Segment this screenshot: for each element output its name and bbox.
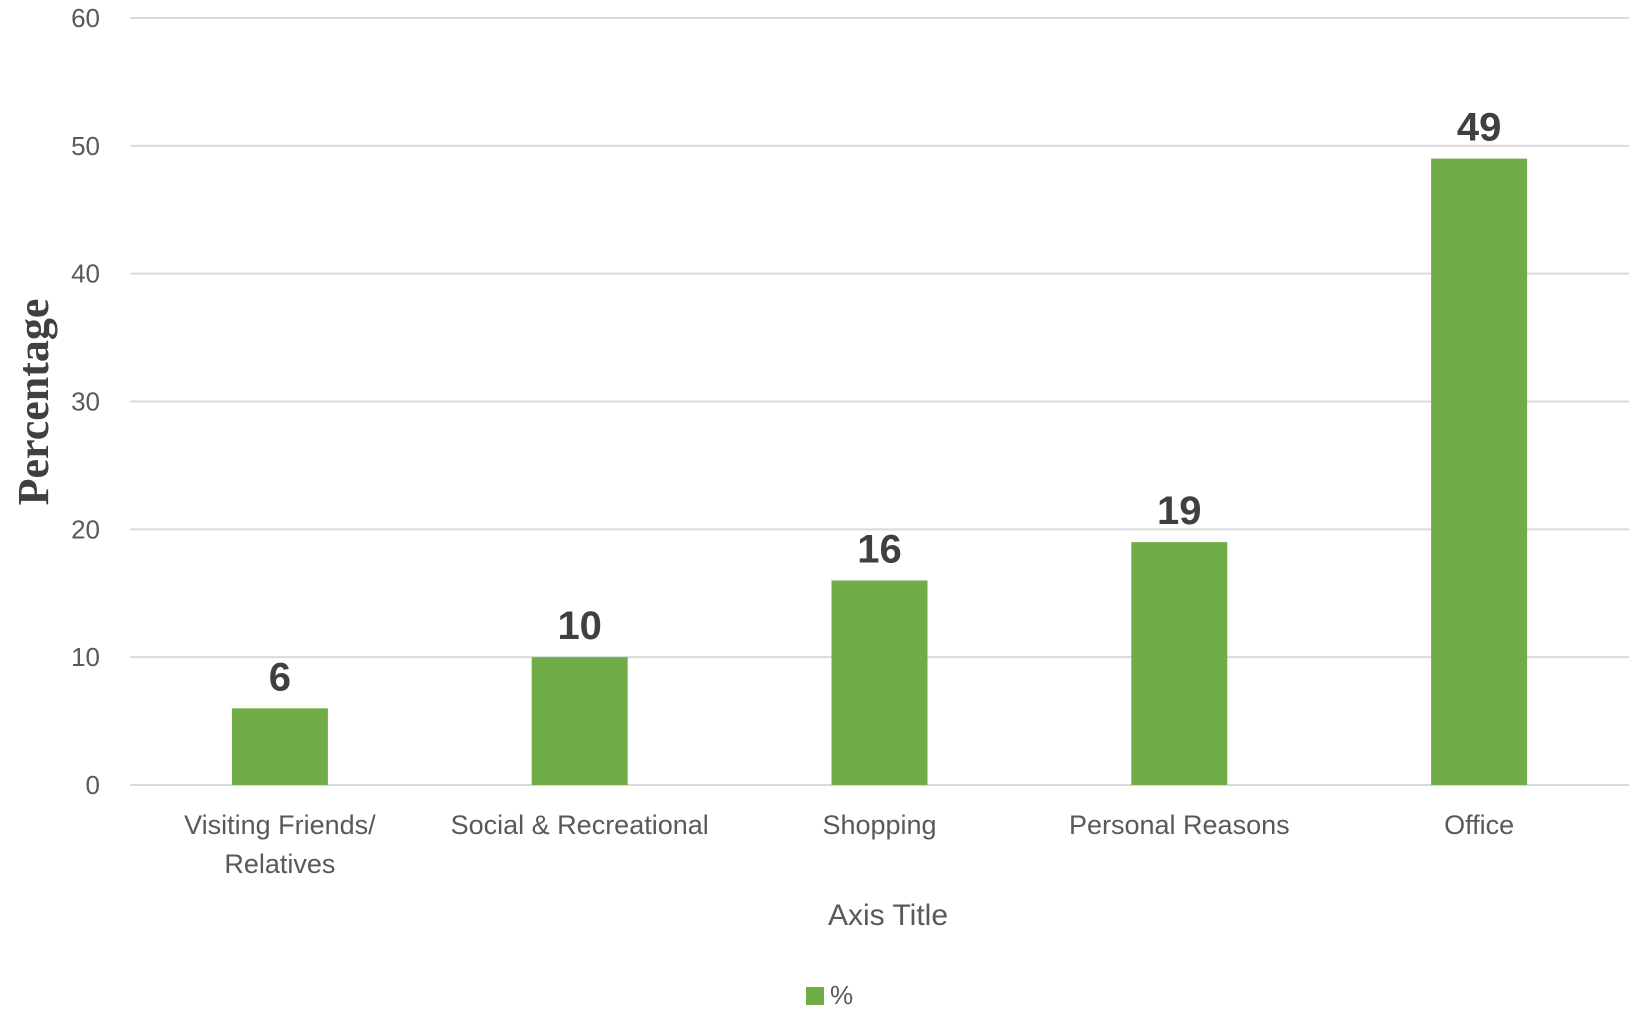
x-tick-label: Personal Reasons [1069,810,1290,840]
y-axis-title: Percentage [9,299,58,506]
data-label: 49 [1457,106,1502,150]
x-tick-label: Office [1444,810,1514,840]
x-tick-label: Visiting Friends/Relatives [184,810,376,879]
bar [231,708,328,785]
legend-label: % [830,980,853,1010]
bar [1131,542,1228,785]
gridlines [130,17,1629,786]
bar [1431,158,1528,785]
y-tick-label: 10 [71,642,100,672]
y-tick-label: 50 [71,131,100,161]
data-label: 19 [1157,489,1202,533]
y-tick-label: 40 [71,259,100,289]
y-tick-label: 0 [86,770,100,800]
x-tick-label: Shopping [822,810,936,840]
bar [531,657,628,785]
data-label: 16 [857,527,902,571]
data-label: 10 [557,604,602,648]
data-labels: 6 10 16 19 49 [269,106,1502,700]
x-axis-categories: Visiting Friends/Relatives Social & Recre… [184,810,1514,879]
y-tick-label: 20 [71,514,100,544]
bar [831,580,928,785]
y-axis-ticks: 0 10 20 30 40 50 60 [71,3,100,800]
y-tick-label: 30 [71,387,100,417]
y-tick-label: 60 [71,3,100,33]
legend: % [806,980,853,1010]
x-tick-label: Social & Recreational [451,810,709,840]
bars [231,158,1528,785]
legend-swatch [806,987,824,1005]
data-label: 6 [269,655,291,699]
x-axis-title: Axis Title [828,899,948,932]
